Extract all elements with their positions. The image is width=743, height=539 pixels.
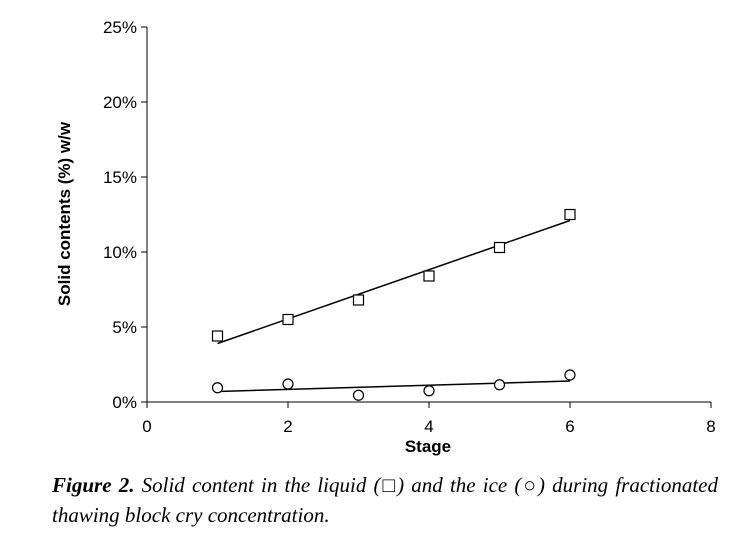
circle-series-trendline xyxy=(217,380,571,393)
square-series-trendline xyxy=(217,219,571,345)
square-point xyxy=(352,294,365,306)
y-tick-label: 5% xyxy=(112,318,137,337)
square-point xyxy=(211,330,224,342)
square-point xyxy=(564,208,576,221)
caption-label: Figure 2. xyxy=(52,473,135,497)
circle-point xyxy=(282,378,294,390)
y-tick-label: 0% xyxy=(112,393,137,412)
x-axis-title: Stage xyxy=(405,437,451,456)
y-tick-label: 25% xyxy=(103,18,137,37)
x-tick-label: 0 xyxy=(142,417,151,436)
y-axis-title: Solid contents (%) w/w xyxy=(55,121,74,306)
caption-text: Solid content in the liquid (□) and the … xyxy=(52,473,719,527)
y-ticks: 0% 5% 10% 15% 20% 25% xyxy=(103,18,147,412)
square-point xyxy=(282,313,294,326)
y-tick-label: 15% xyxy=(103,168,137,187)
circle-point xyxy=(211,382,224,394)
y-tick-label: 20% xyxy=(103,93,137,112)
square-point xyxy=(423,270,435,282)
x-ticks: 0 2 4 6 8 xyxy=(142,402,716,436)
chart: 0% 5% 10% 15% 20% 25% 0 2 4 6 8 Stage Solid conte… xyxy=(55,18,716,456)
x-tick-label: 2 xyxy=(283,417,292,436)
x-tick-label: 4 xyxy=(424,417,433,436)
y-tick-label: 10% xyxy=(103,243,137,262)
figure-caption: Figure 2. Solid content in the liquid (□… xyxy=(52,470,718,530)
circle-point xyxy=(564,369,576,381)
square-point xyxy=(493,241,506,254)
circle-point xyxy=(493,379,506,391)
trendlines xyxy=(217,219,571,393)
markers xyxy=(211,208,576,401)
x-tick-label: 6 xyxy=(565,417,574,436)
circle-point xyxy=(423,385,435,397)
circle-point xyxy=(352,389,365,401)
x-tick-label: 8 xyxy=(706,417,715,436)
